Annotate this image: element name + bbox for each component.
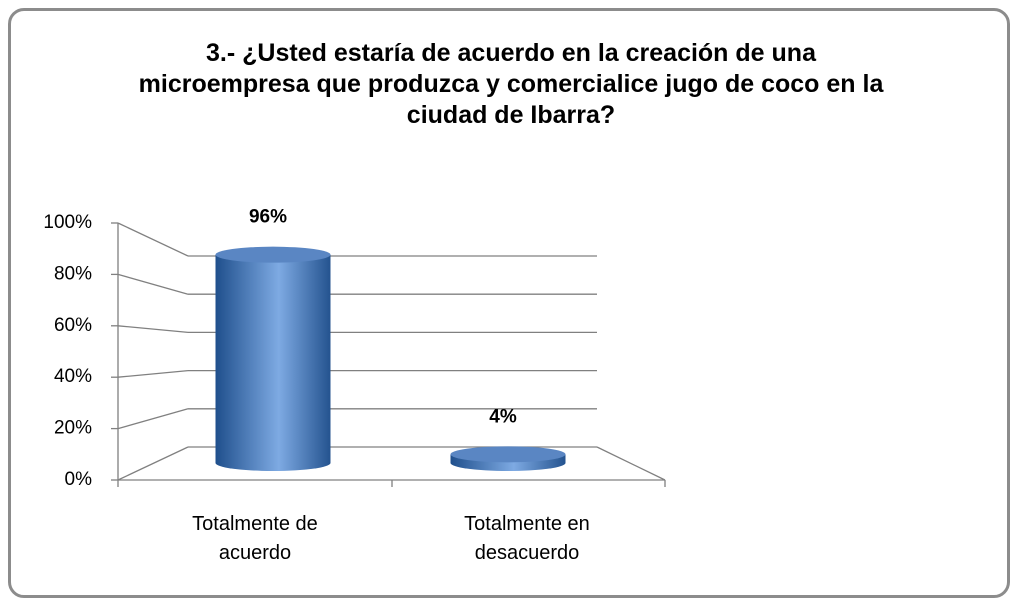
x-tick-label: Totalmente en desacuerdo [464,513,590,564]
y-tick-label: 20% [54,418,92,439]
y-tick-label: 0% [65,469,93,490]
bar-top [450,446,566,463]
chart-frame [8,8,1010,598]
grid-line [117,273,189,295]
grid-line [117,408,189,430]
chart-title: 3.- ¿Usted estaría de acuerdo en la crea… [138,39,884,129]
grid-line [117,325,189,334]
floor-edge [596,446,666,481]
grid-line [117,369,189,378]
y-tick-label: 40% [54,366,92,387]
y-tick-label: 60% [54,315,92,336]
grid-line [117,222,189,257]
grid-line [117,446,189,481]
y-tick-label: 80% [54,263,92,284]
bar [450,446,566,471]
bar-body [215,254,331,471]
axes [117,223,666,487]
x-tick-label: Totalmente de acuerdo [192,513,318,564]
bar [215,246,331,471]
bar-top [215,246,331,263]
data-label: 4% [489,406,517,427]
data-label: 96% [249,207,287,228]
y-tick-label: 100% [43,212,92,233]
